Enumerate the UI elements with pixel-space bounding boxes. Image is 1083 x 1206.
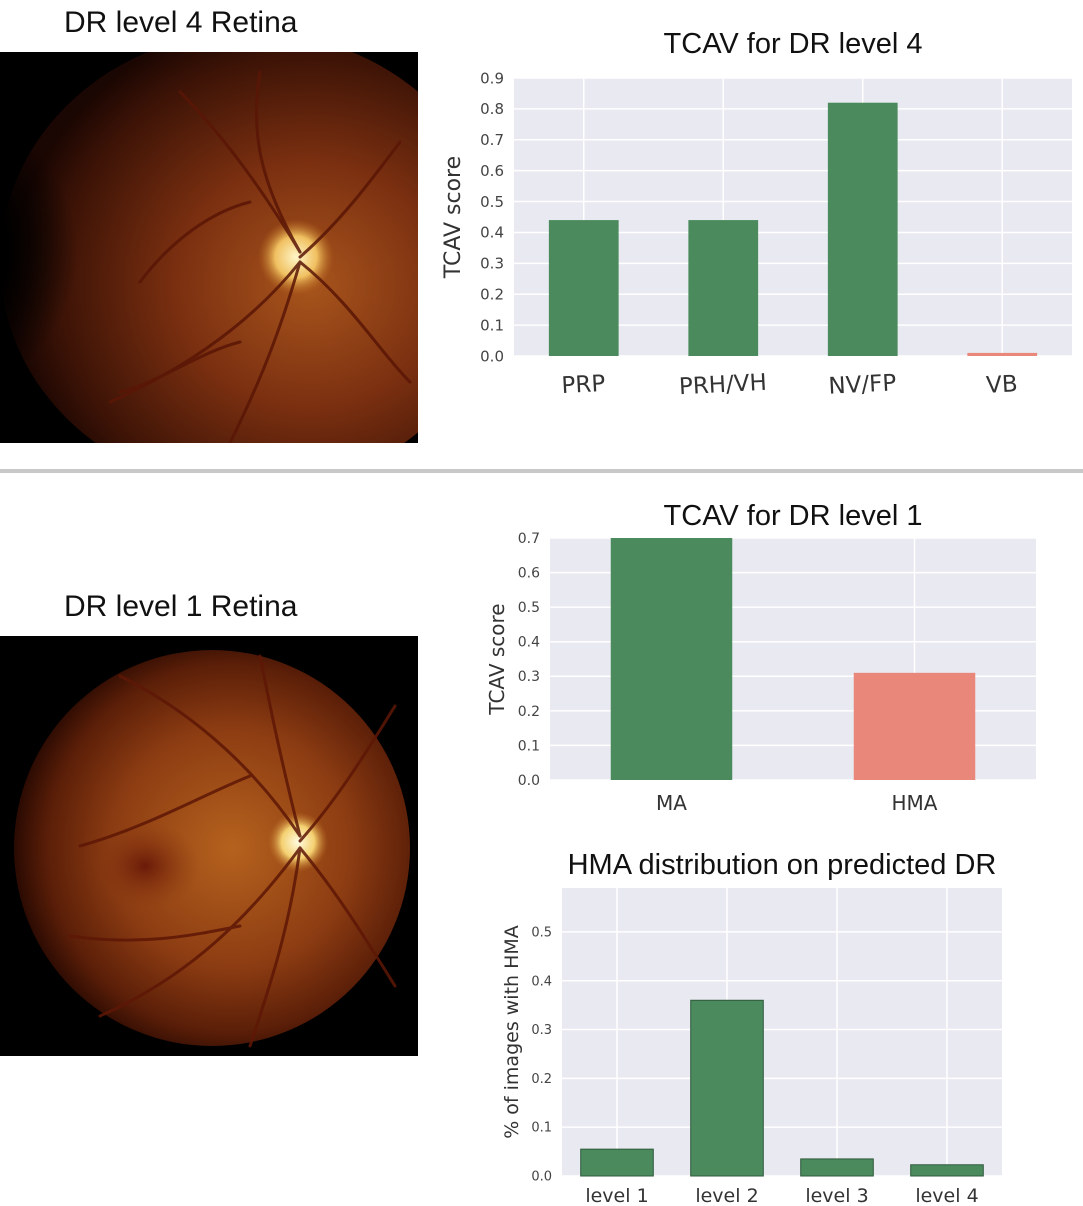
- y-tick-label: 0.4: [518, 635, 540, 651]
- x-tick-label: PRP: [561, 371, 606, 399]
- y-tick-label: 0.6: [480, 162, 504, 180]
- y-tick-label: 0.7: [518, 531, 540, 547]
- bar-level-3: [800, 1158, 874, 1177]
- bar-nv-fp: [827, 102, 898, 356]
- y-tick-label: 0.3: [518, 669, 540, 685]
- tcav-level1-chart: TCAV for DR level 1 0.0 0.1 0.2 0.3 0.4 0.5 0.6…: [485, 500, 1036, 815]
- plot-area: [562, 888, 1002, 1176]
- y-tick-label: 0.0: [531, 1170, 552, 1185]
- bar-prp: [548, 220, 619, 356]
- y-axis-label: % of images with HMA: [501, 925, 523, 1139]
- bar-level-4: [910, 1164, 984, 1177]
- x-tick-label: level 1: [585, 1185, 648, 1206]
- x-tick-label: PRH/VH: [678, 370, 767, 401]
- y-tick-label: 0.1: [480, 316, 504, 334]
- y-tick-label: 0.0: [480, 347, 504, 365]
- y-tick-label: 0.5: [531, 925, 552, 940]
- retina-title-level1: DR level 1 Retina: [64, 590, 298, 623]
- y-tick-label: 0.2: [518, 704, 540, 720]
- hma-distribution-chart: HMA distribution on predicted DR 0.0 0.1 0.…: [501, 849, 1002, 1206]
- x-tick-label: HMA: [892, 791, 938, 815]
- x-tick-label: NV/FP: [828, 370, 897, 400]
- retina-image-level1: [0, 636, 418, 1056]
- y-tick-label: 0.1: [531, 1121, 552, 1136]
- y-tick-label: 0.3: [531, 1023, 552, 1038]
- x-tick-label: MA: [656, 791, 687, 815]
- bar-hma: [853, 672, 976, 780]
- y-tick-label: 0.2: [480, 285, 504, 303]
- y-tick-label: 0.2: [531, 1072, 552, 1087]
- bar-vb: [967, 352, 1038, 356]
- section-divider: [0, 469, 1083, 473]
- y-tick-label: 0.7: [480, 131, 504, 149]
- y-tick-label: 0.6: [518, 565, 540, 581]
- y-tick-label: 0.5: [518, 600, 540, 616]
- y-tick-label: 0.3: [480, 255, 504, 273]
- chart-title: TCAV for DR level 4: [664, 28, 923, 60]
- bar-prh-vh: [688, 220, 759, 356]
- bar-ma: [610, 538, 733, 780]
- x-tick-label: level 3: [805, 1185, 868, 1206]
- chart-title: HMA distribution on predicted DR: [568, 849, 997, 881]
- y-tick-label: 0.4: [531, 974, 552, 989]
- chart-title: TCAV for DR level 1: [664, 500, 923, 532]
- y-tick-label: 0.4: [480, 224, 504, 242]
- y-tick-label: 0.8: [480, 100, 504, 118]
- y-tick-label: 0.1: [518, 738, 540, 754]
- y-tick-label: 0.0: [518, 773, 540, 789]
- retina-title-level4: DR level 4 Retina: [64, 6, 298, 39]
- retina-image-level4: [0, 52, 418, 443]
- bar-level-1: [580, 1148, 654, 1177]
- x-tick-label: level 4: [915, 1185, 978, 1206]
- x-tick-label: VB: [985, 371, 1018, 399]
- bar-level-2: [690, 999, 764, 1177]
- tcav-level4-chart: TCAV for DR level 4 0.0 0.1 0.2 0.3 0.4 0.5 0.6…: [441, 28, 1072, 401]
- y-tick-label: 0.9: [480, 69, 504, 87]
- y-axis-label: TCAV score: [485, 603, 509, 715]
- y-axis-label: TCAV score: [441, 156, 466, 279]
- x-tick-label: level 2: [695, 1185, 758, 1206]
- y-tick-label: 0.5: [480, 193, 504, 211]
